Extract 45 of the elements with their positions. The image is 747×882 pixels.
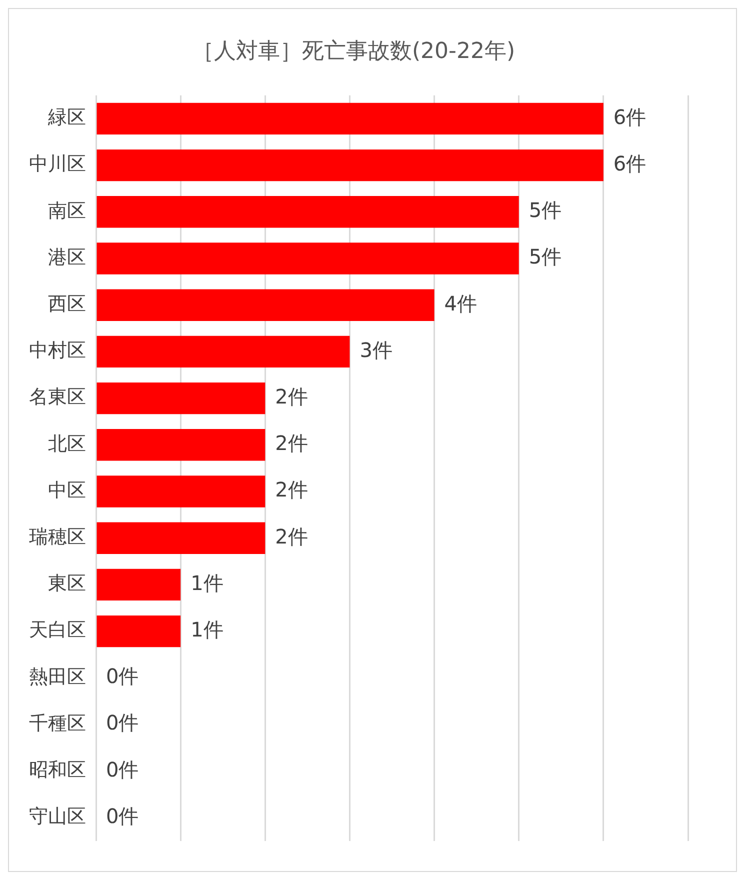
chart-title: ［人対車］死亡事故数(20-22年) <box>192 38 516 64</box>
bar <box>96 382 266 414</box>
data-label: 2件 <box>275 524 308 548</box>
y-tick-label: 昭和区 <box>29 759 86 782</box>
data-label: 6件 <box>613 152 646 176</box>
data-label: 3件 <box>360 338 392 362</box>
data-label: 0件 <box>106 757 139 782</box>
y-tick-label: 天白区 <box>29 619 86 642</box>
data-label: 4件 <box>444 291 478 316</box>
bar <box>96 522 266 554</box>
bar <box>96 196 519 228</box>
data-label: 0件 <box>106 664 139 688</box>
bar <box>96 289 434 321</box>
bar <box>96 429 266 461</box>
y-tick-label: 千種区 <box>29 712 86 734</box>
data-label: 5件 <box>528 198 562 222</box>
data-label: 2件 <box>275 431 308 456</box>
data-label: 5件 <box>528 244 562 269</box>
y-tick-label: 守山区 <box>29 806 86 828</box>
data-label: 1件 <box>190 570 224 595</box>
y-tick-label: 中川区 <box>29 153 86 176</box>
data-label: 0件 <box>106 804 139 828</box>
y-tick-label: 南区 <box>48 200 86 222</box>
bar <box>96 615 181 648</box>
data-label: 1件 <box>190 618 224 642</box>
data-label: 2件 <box>275 478 308 502</box>
bar <box>96 476 266 508</box>
y-tick-label: 北区 <box>48 432 86 455</box>
y-tick-label: 港区 <box>48 246 86 268</box>
y-tick-label: 熱田区 <box>29 666 86 688</box>
y-tick-label: 中区 <box>48 479 86 502</box>
y-tick-label: 東区 <box>48 572 86 595</box>
data-label: 2件 <box>275 384 308 409</box>
y-tick-label: 名東区 <box>29 386 86 408</box>
y-tick-label: 西区 <box>48 293 86 316</box>
bar <box>96 242 519 274</box>
bar <box>96 568 181 601</box>
y-tick-label: 瑞穂区 <box>29 526 86 548</box>
bar <box>96 336 350 368</box>
data-label: 6件 <box>613 104 646 129</box>
bar <box>96 102 604 135</box>
y-tick-label: 緑区 <box>47 106 86 129</box>
y-tick-label: 中村区 <box>29 340 86 362</box>
bar <box>96 149 604 182</box>
data-label: 0件 <box>106 710 139 735</box>
